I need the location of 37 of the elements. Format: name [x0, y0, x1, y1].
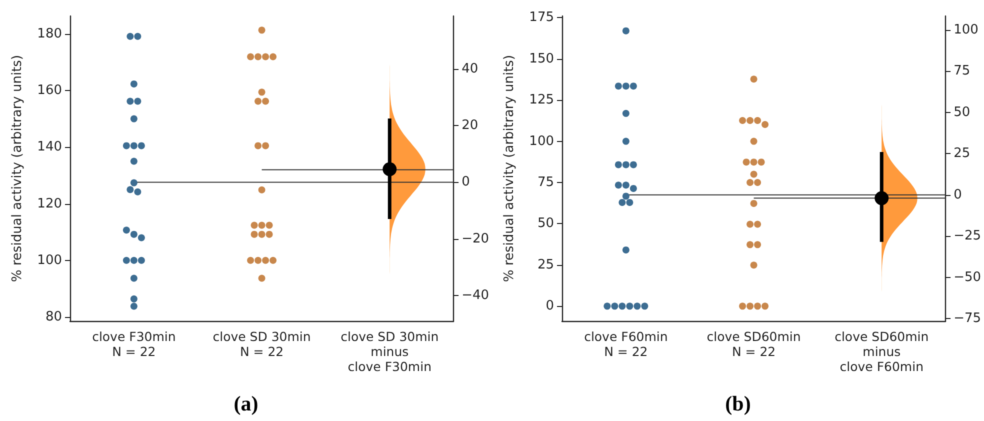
y2-tick-label: 50	[954, 104, 970, 120]
y2-tick-label: −25	[954, 228, 982, 244]
y2-tick-label: −50	[954, 270, 982, 285]
y-axis-title: % residual activity (arbitrary units)	[10, 54, 25, 282]
y2-tick-label: −20	[462, 231, 490, 246]
y-tick-label: 125	[529, 92, 554, 108]
y2-tick-label: 20	[462, 118, 478, 134]
y-tick-label: 120	[37, 196, 62, 212]
y-tick-label: 160	[37, 82, 62, 98]
y-tick-label: 175	[529, 10, 554, 26]
y2-tick-label: 100	[954, 22, 978, 38]
y-tick-label: 100	[37, 252, 62, 268]
y-tick-label: 100	[529, 134, 554, 149]
x-tick-label: clove F60min N = 22	[584, 329, 668, 359]
y2-tick-label: −40	[462, 288, 490, 304]
y-tick-label: 80	[45, 310, 62, 325]
y-tick-label: 180	[37, 26, 62, 42]
y2-tick-label: 25	[954, 146, 970, 162]
y2-tick-label: 40	[462, 61, 478, 76]
y2-tick-label: −75	[954, 311, 982, 326]
y-tick-label: 0	[546, 298, 554, 314]
x-tick-label: clove F30min N = 22	[92, 329, 176, 359]
text: (b)	[725, 392, 751, 416]
y-tick-label: 50	[537, 216, 554, 232]
y2-tick-label: 0	[462, 174, 470, 190]
y2-tick-label: 75	[954, 64, 970, 79]
y-tick-label: 25	[537, 257, 554, 272]
y-tick-label: 140	[37, 140, 62, 155]
x-tick-label: clove SD60min minus clove F60min	[834, 329, 929, 374]
y-axis-title: % residual activity (arbitrary units)	[502, 54, 517, 282]
y-tick-label: 150	[529, 51, 554, 66]
y-tick-label: 75	[537, 175, 554, 190]
y2-tick-label: 0	[954, 187, 962, 202]
x-tick-label: clove SD60min N = 22	[706, 329, 801, 359]
x-tick-label: clove SD 30min minus clove F30min	[340, 329, 439, 374]
text: (a)	[234, 392, 258, 416]
x-tick-label: clove SD 30min N = 22	[212, 329, 311, 359]
